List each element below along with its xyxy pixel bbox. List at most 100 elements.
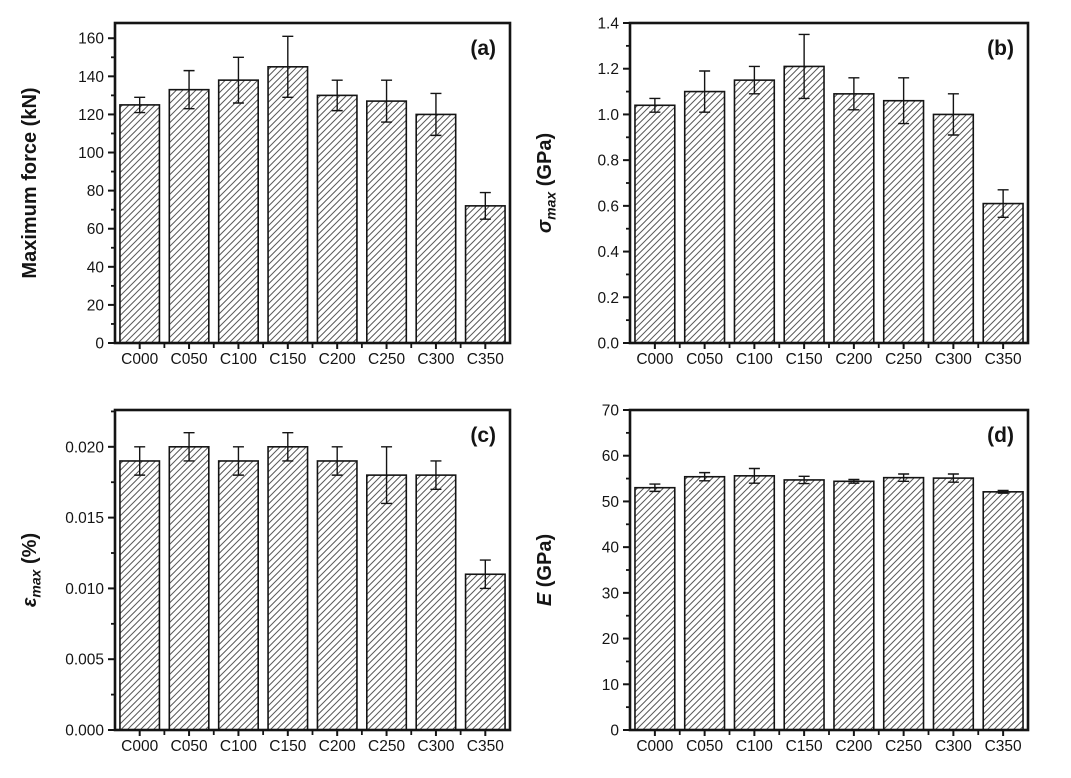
x-tick-label-a-C000: C000 <box>121 351 158 368</box>
x-tick-label-c-C350: C350 <box>467 738 504 755</box>
y-axis-title-c: εmax (%) <box>19 533 44 607</box>
error-bar-c-C250 <box>381 446 393 505</box>
x-tick-label-c-C300: C300 <box>417 738 454 755</box>
bar-a-C150 <box>267 66 309 344</box>
y-tick-label-d: 0 <box>610 723 619 740</box>
x-tick-label-d-C050: C050 <box>686 738 723 755</box>
error-bar-c-C150 <box>282 431 294 462</box>
y-tick-label-a: 140 <box>78 69 104 86</box>
chart-d-svg: 0 10 20 30 40 50 60 70 C000 C050 C100 C150 C200 C250 C… <box>535 403 1030 755</box>
bar-a-C200 <box>316 94 358 344</box>
bar-a-C100 <box>217 79 259 344</box>
panel-label-d: (d) <box>987 424 1014 447</box>
error-bar-d-C350 <box>997 489 1009 494</box>
error-bar-b-C350 <box>997 189 1009 218</box>
bar-b-C000 <box>634 104 676 344</box>
x-tick-label-d-C200: C200 <box>835 738 872 755</box>
y-tick-label-a: 0 <box>95 336 104 353</box>
error-bar-a-C300 <box>430 92 442 137</box>
error-bar-d-C300 <box>947 473 959 483</box>
bar-d-C150 <box>783 479 825 731</box>
bar-c-C350 <box>464 573 506 731</box>
bar-b-C350 <box>982 202 1024 344</box>
x-tick-label-b-C200: C200 <box>835 351 872 368</box>
bar-b-C150 <box>783 65 825 344</box>
y-axis-title-a: Maximum force (kN) <box>19 87 41 278</box>
y-axis-title-d: E (GPa) <box>535 534 556 606</box>
bar-a-C250 <box>366 100 408 344</box>
bar-c-C300 <box>415 474 457 731</box>
bar-c-C150 <box>267 446 309 731</box>
y-tick-label-c: 0.015 <box>65 510 104 527</box>
y-tick-label-b: 0.4 <box>597 244 619 261</box>
panel-label-b: (b) <box>987 37 1014 60</box>
x-tick-label-a-C150: C150 <box>269 351 306 368</box>
error-bar-d-C050 <box>699 471 711 482</box>
y-tick-label-d: 10 <box>602 677 620 694</box>
y-tick-label-a: 120 <box>78 107 104 124</box>
chart-panel-d: 0 10 20 30 40 50 60 70 C000 C050 C100 C150 C200 C250 C… <box>535 389 1071 778</box>
y-tick-label-b: 0.2 <box>597 290 619 307</box>
y-tick-label-d: 20 <box>602 631 620 648</box>
x-tick-label-d-C250: C250 <box>885 738 922 755</box>
y-tick-label-b: 1.4 <box>597 16 619 33</box>
x-tick-label-d-C000: C000 <box>636 738 673 755</box>
chart-panel-c: 0.000 0.005 0.010 0.015 0.020 C000 C050 C100 C15… <box>0 389 535 778</box>
y-tick-label-a: 40 <box>87 259 105 276</box>
error-bar-b-C200 <box>848 77 860 111</box>
error-bar-b-C050 <box>699 70 711 113</box>
y-tick-label-b: 0.6 <box>597 198 619 215</box>
error-bar-a-C200 <box>331 79 343 112</box>
bar-b-C200 <box>833 93 875 344</box>
x-tick-label-b-C250: C250 <box>885 351 922 368</box>
y-tick-label-d: 60 <box>602 448 620 465</box>
y-tick-label-c: 0.005 <box>65 652 104 669</box>
y-tick-label-d: 30 <box>602 585 620 602</box>
x-tick-label-c-C150: C150 <box>269 738 306 755</box>
error-bar-b-C150 <box>798 33 810 100</box>
bar-d-C350 <box>982 491 1024 731</box>
x-tick-label-c-C000: C000 <box>121 738 158 755</box>
chart-panel-a: 0 20 40 60 80 100 120 140 160 C000 C050 C100 C150 C20… <box>0 0 535 389</box>
x-tick-label-b-C050: C050 <box>686 351 723 368</box>
bar-d-C000 <box>634 486 676 731</box>
x-tick-label-b-C150: C150 <box>786 351 823 368</box>
bar-a-C350 <box>464 205 506 344</box>
bar-b-C250 <box>882 99 925 344</box>
chart-c-svg: 0.000 0.005 0.010 0.015 0.020 C000 C050 C100 C15… <box>19 408 512 755</box>
error-bar-b-C300 <box>947 93 959 136</box>
x-tick-label-a-C050: C050 <box>171 351 208 368</box>
error-bar-d-C250 <box>898 473 910 483</box>
bar-c-C100 <box>217 460 259 731</box>
error-bar-c-C050 <box>183 431 195 462</box>
bar-d-C100 <box>733 475 776 731</box>
x-tick-label-b-C300: C300 <box>935 351 972 368</box>
x-tick-label-d-C350: C350 <box>985 738 1022 755</box>
y-tick-label-b: 0.8 <box>597 153 619 170</box>
bar-c-C000 <box>119 460 161 731</box>
bar-d-C050 <box>683 475 726 731</box>
panel-label-a: (a) <box>470 37 496 60</box>
y-tick-label-a: 20 <box>87 297 105 314</box>
error-bar-a-C150 <box>282 35 294 98</box>
error-bar-a-C050 <box>183 69 195 110</box>
x-tick-label-b-C000: C000 <box>636 351 673 368</box>
y-tick-label-a: 100 <box>78 145 104 162</box>
x-tick-label-c-C250: C250 <box>368 738 405 755</box>
y-tick-label-d: 40 <box>602 540 620 557</box>
x-tick-label-a-C200: C200 <box>319 351 356 368</box>
x-tick-label-a-C100: C100 <box>220 351 257 368</box>
y-tick-label-a: 160 <box>78 31 104 48</box>
y-tick-label-d: 70 <box>602 403 620 420</box>
x-tick-label-b-C100: C100 <box>736 351 773 368</box>
error-bar-a-C350 <box>479 191 491 220</box>
x-tick-label-d-C150: C150 <box>786 738 823 755</box>
bar-c-C200 <box>316 460 358 731</box>
x-tick-label-a-C350: C350 <box>467 351 504 368</box>
error-bar-c-C000 <box>134 446 146 476</box>
y-tick-label-b: 1.0 <box>597 107 619 124</box>
error-bar-d-C100 <box>748 467 760 484</box>
bar-c-C050 <box>168 446 210 731</box>
y-tick-label-c: 0.020 <box>65 439 104 456</box>
error-bar-a-C100 <box>232 56 244 104</box>
